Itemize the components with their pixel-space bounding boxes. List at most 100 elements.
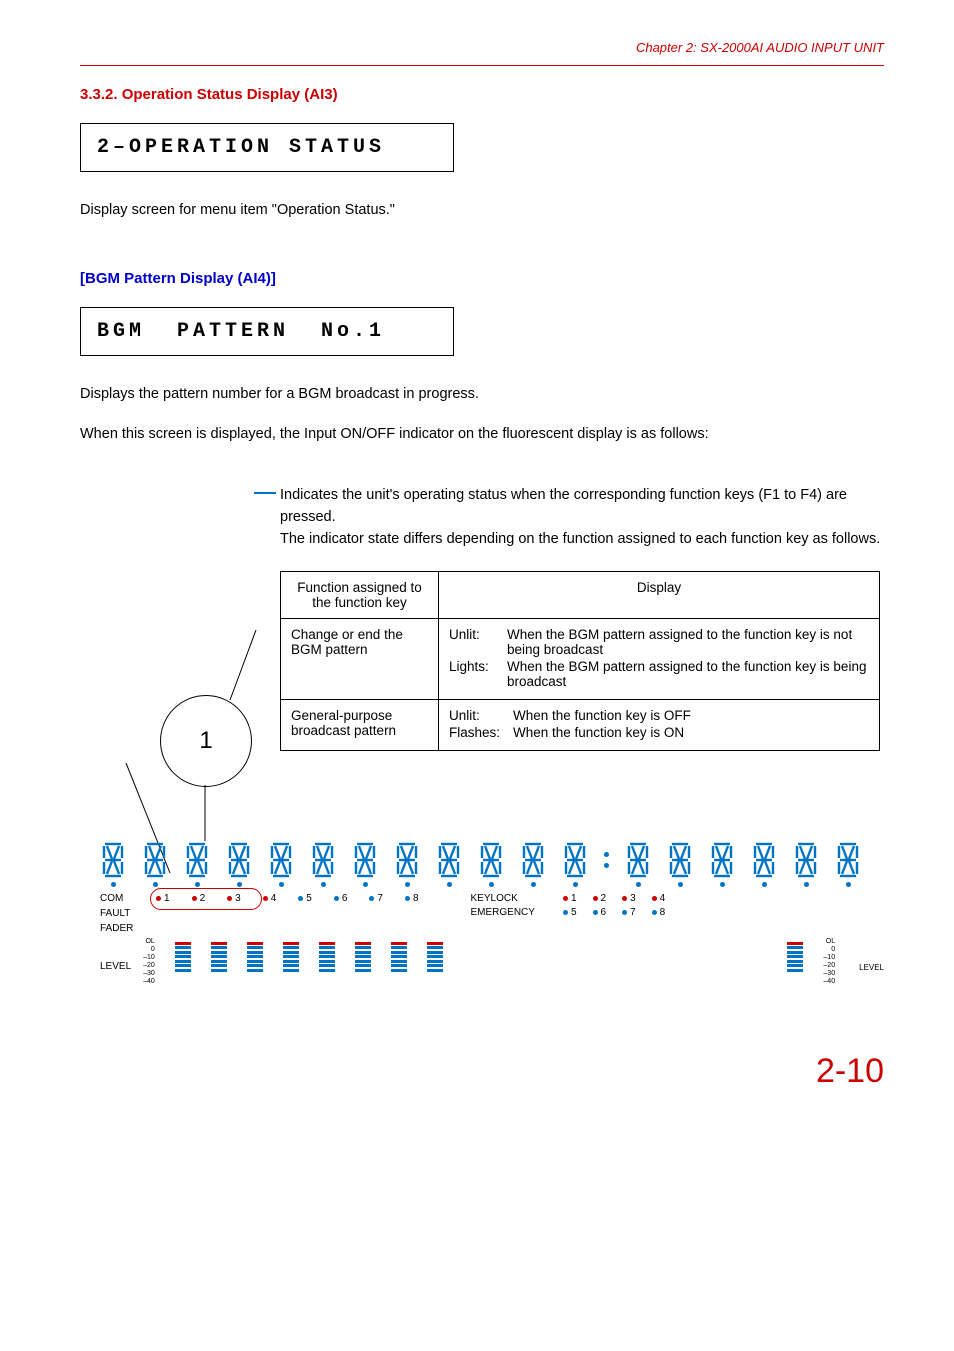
indicator-num: 5 — [306, 893, 312, 904]
lab-emergency: EMERGENCY — [471, 907, 535, 918]
indicator-num: 4 — [660, 893, 666, 904]
indicator-num: 6 — [342, 893, 348, 904]
keylock-indicator: 2 — [593, 893, 607, 904]
keylock-indicator: 3 — [622, 893, 636, 904]
indicator-dot-icon — [263, 896, 268, 901]
lcd-bgm-pattern: BGM PATTERN No.1 — [80, 307, 454, 356]
sc-10: –10 — [143, 954, 155, 961]
fault-indicator: 6 — [334, 893, 348, 904]
indicator-num: 3 — [235, 893, 241, 904]
meter-bars-left — [175, 942, 443, 972]
seven-seg-digit — [352, 841, 378, 879]
indicator-dot-icon — [298, 896, 303, 901]
level-bar — [787, 942, 803, 972]
indicator-dot-icon — [593, 910, 598, 915]
keylock-indicator: 8 — [652, 907, 666, 918]
sc-0-r: 0 — [823, 946, 835, 953]
callout-circle: 1 — [160, 695, 252, 787]
th-display: Display — [439, 571, 880, 618]
indicator-dot-icon — [652, 896, 657, 901]
level-bar — [283, 942, 299, 972]
indicator-num: 3 — [630, 893, 636, 904]
sc-40-r: –40 — [823, 978, 835, 985]
sc-20: –20 — [143, 962, 155, 969]
seven-seg-digit — [562, 841, 588, 879]
callout-block: Indicates the unit's operating status wh… — [80, 485, 884, 750]
indicator-num: 6 — [601, 907, 607, 918]
indicator-num: 2 — [200, 893, 206, 904]
indicator-dot-icon — [563, 910, 568, 915]
fault-indicator: 7 — [369, 893, 383, 904]
lcd-operation-status: 2–OPERATION STATUS — [80, 123, 454, 172]
fault-indicator: 8 — [405, 893, 419, 904]
level-bar — [247, 942, 263, 972]
sc-30: –30 — [143, 970, 155, 977]
seven-seg-digit — [184, 841, 210, 879]
sc-ol-r: OL — [823, 938, 835, 945]
indicator-dot-icon — [405, 896, 410, 901]
indicator-dot-icon — [369, 896, 374, 901]
scale-left: OL 0 –10 –20 –30 –40 — [143, 938, 155, 972]
indicator-dot-icon — [622, 896, 627, 901]
seven-seg-digit — [625, 841, 651, 879]
seven-seg-digit — [142, 841, 168, 879]
scale-right: OL 0 –10 –20 –30 –40 — [823, 938, 835, 972]
keylock-indicator: 4 — [652, 893, 666, 904]
seven-seg-digit — [709, 841, 735, 879]
segment-row — [100, 841, 884, 879]
indicator-num: 8 — [413, 893, 419, 904]
level-bar — [319, 942, 335, 972]
lcd-text: BGM PATTERN No.1 — [97, 320, 385, 343]
level-bar — [427, 942, 443, 972]
subheading-bgm: [BGM Pattern Display (AI4)] — [80, 270, 884, 287]
divider — [80, 65, 884, 66]
sc-40: –40 — [143, 978, 155, 985]
indicator-num: 1 — [164, 893, 170, 904]
sc-ol: OL — [143, 938, 155, 945]
indicator-dot-icon — [334, 896, 339, 901]
desc-bgm-2: When this screen is displayed, the Input… — [80, 424, 884, 446]
td-gp-func: General-purpose broadcast pattern — [281, 699, 439, 750]
indicator-num: 4 — [271, 893, 277, 904]
txt-flashes: When the function key is ON — [513, 725, 684, 740]
txt-unlit2: When the function key is OFF — [513, 708, 691, 723]
callout-number: 1 — [199, 727, 212, 755]
fault-indicator: 4 — [263, 893, 277, 904]
td-bgm-disp: Unlit:When the BGM pattern assigned to t… — [439, 618, 880, 699]
txt-unlit: When the BGM pattern assigned to the fun… — [507, 627, 869, 657]
seven-seg-digit — [793, 841, 819, 879]
keylock-indicator: 1 — [563, 893, 577, 904]
lab-unlit2: Unlit: — [449, 708, 513, 723]
seven-seg-digit — [520, 841, 546, 879]
level-meter-row: LEVEL OL 0 –10 –20 –30 –40 OL 0 –10 –20 … — [100, 938, 884, 972]
callout-line2: The indicator state differs depending on… — [280, 531, 880, 547]
lab-level-r: LEVEL — [859, 963, 884, 972]
indicator-num: 1 — [571, 893, 577, 904]
lab-lights: Lights: — [449, 659, 507, 689]
th-function: Function assigned to the function key — [281, 571, 439, 618]
indicator-dot-icon — [192, 896, 197, 901]
fault-indicator: 1 — [156, 893, 170, 904]
lab-com: COM — [100, 893, 144, 904]
indicator-dot-icon — [622, 910, 627, 915]
indicator-dot-icon — [593, 896, 598, 901]
seven-seg-digit — [667, 841, 693, 879]
fault-indicator-row: 1 2 3 4 5 6 7 8 — [156, 893, 439, 904]
seven-seg-digit — [310, 841, 336, 879]
td-bgm-func: Change or end the BGM pattern — [281, 618, 439, 699]
keylock-indicator: 7 — [622, 907, 636, 918]
display-table: Function assigned to the function key Di… — [280, 571, 880, 751]
keylock-indicator: 6 — [593, 907, 607, 918]
lab-level-l: LEVEL — [100, 961, 131, 972]
sc-10-r: –10 — [823, 954, 835, 961]
level-bar — [175, 942, 191, 972]
indicator-num: 5 — [571, 907, 577, 918]
indicator-dot-icon — [227, 896, 232, 901]
seven-seg-digit — [478, 841, 504, 879]
indicator-num: 8 — [660, 907, 666, 918]
lcd-text: 2–OPERATION STATUS — [97, 136, 385, 159]
indicator-dot-icon — [156, 896, 161, 901]
callout-line1: Indicates the unit's operating status wh… — [280, 487, 847, 525]
txt-lights: When the BGM pattern assigned to the fun… — [507, 659, 869, 689]
indicator-num: 7 — [630, 907, 636, 918]
